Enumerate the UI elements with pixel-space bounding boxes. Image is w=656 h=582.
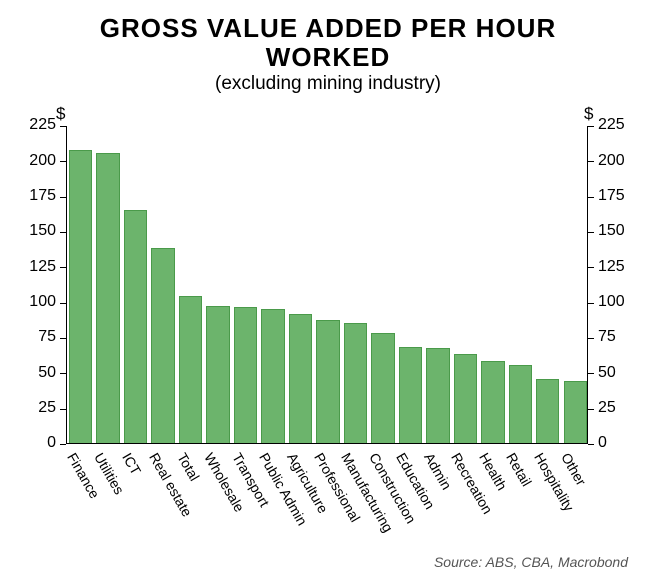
- y-tick-label: 150: [29, 222, 56, 240]
- plot-area: [66, 126, 588, 444]
- y-tick-label: 175: [598, 187, 625, 205]
- bar: [234, 307, 257, 444]
- chart-title: GROSS VALUE ADDED PER HOUR WORKED: [0, 0, 656, 71]
- bar: [426, 348, 449, 444]
- bar: [151, 248, 174, 444]
- bar: [509, 365, 532, 444]
- y-tick-label: 100: [29, 293, 56, 311]
- chart-title-line2: WORKED: [266, 42, 390, 72]
- bar: [289, 314, 312, 444]
- bar-series: [66, 126, 588, 444]
- y-tick-label: 100: [598, 293, 625, 311]
- bar: [371, 333, 394, 444]
- y-tick-label: 125: [598, 258, 625, 276]
- y-axis-unit-right: $: [584, 104, 593, 124]
- y-tick-label: 125: [29, 258, 56, 276]
- y-axis-unit-left: $: [56, 104, 65, 124]
- y-tick-label: 75: [38, 328, 56, 346]
- bar: [454, 354, 477, 444]
- chart-title-line1: GROSS VALUE ADDED PER HOUR: [100, 13, 557, 43]
- y-tick-label: 50: [38, 364, 56, 382]
- chart-subtitle: (excluding mining industry): [0, 73, 656, 95]
- y-tick-label: 200: [29, 152, 56, 170]
- bar: [344, 323, 367, 444]
- bar: [564, 381, 587, 444]
- bar: [316, 320, 339, 444]
- y-tick-label: 0: [47, 434, 56, 452]
- x-category-label: ICT: [119, 450, 144, 478]
- y-tick-label: 225: [598, 116, 625, 134]
- bar: [96, 153, 119, 444]
- chart-container: GROSS VALUE ADDED PER HOUR WORKED (exclu…: [0, 0, 656, 582]
- y-tick-label: 150: [598, 222, 625, 240]
- y-tick-label: 175: [29, 187, 56, 205]
- y-tick-label: 50: [598, 364, 616, 382]
- y-tick-label: 225: [29, 116, 56, 134]
- source-text: Source: ABS, CBA, Macrobond: [434, 554, 628, 570]
- bar: [69, 150, 92, 444]
- x-category-label: Total: [174, 450, 203, 484]
- y-tick-label: 25: [38, 399, 56, 417]
- bar: [481, 361, 504, 444]
- bar: [261, 309, 284, 444]
- y-tick-label: 25: [598, 399, 616, 417]
- bar: [179, 296, 202, 444]
- y-tick-label: 75: [598, 328, 616, 346]
- bar: [206, 306, 229, 444]
- y-tick-label: 0: [598, 434, 607, 452]
- bar: [124, 210, 147, 444]
- bar: [536, 379, 559, 444]
- bar: [399, 347, 422, 444]
- y-tick-label: 200: [598, 152, 625, 170]
